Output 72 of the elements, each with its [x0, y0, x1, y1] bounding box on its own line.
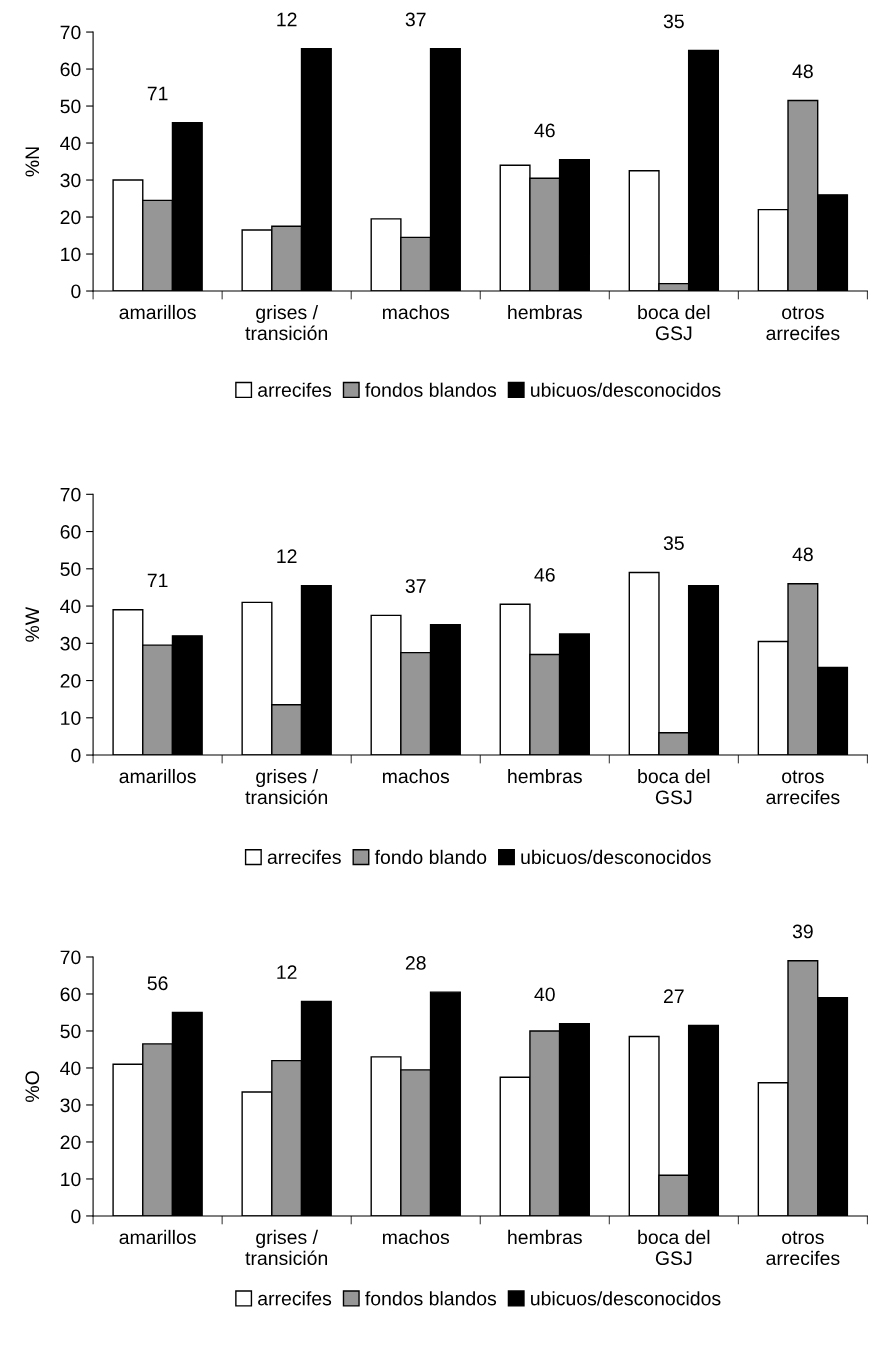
x-tick-label: otros arrecifes [766, 770, 840, 805]
y-tick-label: 70 [60, 25, 81, 40]
text: 39 [792, 924, 813, 939]
x-tick-label: machos [382, 768, 450, 784]
y-tick-label: 20 [60, 210, 81, 225]
annotation: 46 [534, 567, 555, 582]
y-tick-label: 70 [60, 950, 81, 965]
y-tick-label: 50 [60, 1024, 81, 1039]
x-tick-label: grises / transición [245, 304, 328, 341]
y-axis-title: %W [25, 606, 40, 642]
x-tick-label: amarillos [119, 1229, 196, 1245]
annotation: 12 [277, 965, 297, 979]
x-tick-label: hembras [508, 304, 582, 320]
annotation: 35 [663, 536, 684, 551]
legend-label: fondos blandos [365, 382, 497, 397]
y-axis-title: %O [25, 1071, 40, 1102]
y-tick-label: 20 [60, 1135, 81, 1150]
x-tick-label: amarillos [119, 304, 196, 320]
legend-label: ubicuos/desconocidos [531, 1291, 721, 1306]
annotation: 37 [405, 579, 426, 593]
y-tick-label: 0 [71, 1209, 81, 1224]
y-tick-label: 20 [60, 674, 81, 688]
legend-label: fondos blandos [365, 1291, 497, 1306]
legend-label: arrecifes [267, 849, 341, 865]
y-tick-label: 30 [60, 173, 81, 188]
x-tick-label: amarillos [119, 768, 196, 784]
x-tick-label: hembras [508, 1229, 582, 1245]
legend-label: ubicuos/desconocidos [521, 849, 711, 865]
annotation: 27 [663, 989, 684, 1003]
y-tick-label: 70 [60, 487, 81, 502]
annotation: 46 [534, 123, 555, 138]
x-tick-label: boca del GSJ [638, 304, 710, 341]
y-tick-label: 0 [71, 748, 81, 763]
x-tick-label: boca del GSJ [638, 768, 710, 805]
y-tick-label: 30 [60, 636, 81, 651]
y-tick-label: 40 [60, 1061, 81, 1076]
y-tick-label: 60 [60, 525, 81, 539]
y-tick-label: 60 [60, 62, 81, 77]
x-tick-label: machos [382, 304, 450, 320]
y-tick-label: 10 [61, 247, 81, 262]
x-tick-label: otros arrecifes [766, 306, 840, 341]
annotation: 40 [534, 987, 555, 1002]
y-tick-label: 60 [60, 987, 81, 1002]
annotation: 48 [792, 547, 813, 562]
y-tick-label: 50 [60, 99, 81, 114]
x-tick-label: hembras [508, 768, 582, 784]
legend-label: arrecifes [258, 1291, 332, 1306]
x-tick-label: machos [382, 1229, 450, 1245]
y-tick-label: 40 [60, 136, 81, 151]
legend-label: arrecifes [258, 382, 332, 397]
annotation: 12 [277, 549, 297, 563]
annotation: 56 [147, 976, 168, 991]
y-tick-label: 50 [60, 562, 81, 577]
x-tick-label: grises / transición [245, 768, 328, 805]
text: 37 [405, 12, 426, 27]
legend-label: fondo blando [374, 849, 487, 865]
y-tick-label: 10 [61, 711, 81, 726]
legend-label: ubicuos/desconocidos [531, 382, 721, 397]
x-tick-label: boca del GSJ [638, 1229, 710, 1266]
y-tick-label: 30 [60, 1098, 81, 1113]
annotation: 28 [405, 956, 426, 970]
annotation: 71 [147, 86, 168, 101]
annotation: 71 [147, 573, 168, 588]
y-axis-title: %N [25, 147, 40, 177]
x-tick-label: grises / transición [245, 1229, 328, 1266]
annotation: 48 [792, 64, 813, 79]
text: 35 [663, 14, 684, 29]
text: 12 [277, 12, 297, 27]
y-tick-label: 40 [60, 599, 81, 614]
y-tick-label: 10 [61, 1172, 81, 1187]
y-tick-label: 0 [71, 284, 81, 299]
x-tick-label: otros arrecifes [766, 1231, 840, 1266]
